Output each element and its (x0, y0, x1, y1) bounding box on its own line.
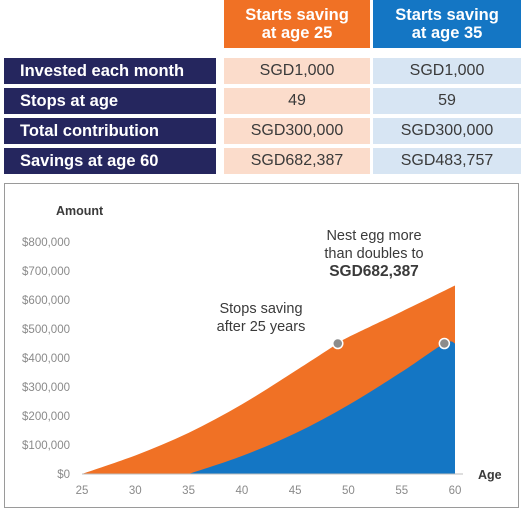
y-tick-label: $600,000 (22, 295, 70, 307)
annotation-stops-saving-line: Stops saving (219, 301, 302, 317)
column-header-age-35: Starts saving at age 35 (373, 0, 521, 48)
cell-invested-age-35: SGD1,000 (373, 58, 521, 84)
y-tick-label: $700,000 (22, 266, 70, 278)
y-tick-label: $500,000 (22, 324, 70, 336)
annotation-nest-egg-value: SGD682,387 (329, 263, 419, 280)
x-tick-label: 55 (395, 485, 408, 497)
row-label-stops-at-age: Stops at age (4, 88, 216, 114)
x-tick-label: 35 (182, 485, 195, 497)
y-tick-label: $100,000 (22, 440, 70, 452)
cell-contribution-age-35: SGD300,000 (373, 118, 521, 144)
cell-stops-age-25: 49 (224, 88, 370, 114)
x-tick-label: 30 (129, 485, 142, 497)
cell-contribution-age-25: SGD300,000 (224, 118, 370, 144)
y-axis-title: Amount (56, 204, 104, 218)
y-tick-label: $0 (57, 469, 70, 481)
annotation-nest-egg-line: Nest egg more (326, 228, 421, 244)
x-tick-label: 45 (289, 485, 302, 497)
x-tick-label: 25 (76, 485, 89, 497)
x-tick-label: 50 (342, 485, 355, 497)
x-axis-title: Age (478, 468, 502, 482)
annotation-nest-egg-line: than doubles to (324, 246, 423, 262)
row-label-savings-at-60: Savings at age 60 (4, 148, 216, 174)
row-label-total-contribution: Total contribution (4, 118, 216, 144)
chart-frame (4, 183, 519, 508)
y-tick-label: $300,000 (22, 382, 70, 394)
column-header-age-25: Starts saving at age 25 (224, 0, 370, 48)
area-series-2 (188, 341, 456, 474)
cell-stops-age-35: 59 (373, 88, 521, 114)
marker-point-1 (332, 337, 344, 350)
y-tick-label: $800,000 (22, 237, 70, 249)
row-label-invested: Invested each month (4, 58, 216, 84)
cell-invested-age-25: SGD1,000 (224, 58, 370, 84)
cell-savings-age-35: SGD483,757 (373, 148, 521, 174)
y-tick-label: $200,000 (22, 411, 70, 423)
x-tick-label: 40 (235, 485, 248, 497)
annotation-stops-saving-line: after 25 years (217, 319, 306, 335)
marker-point-2 (438, 337, 451, 350)
y-tick-label: $400,000 (22, 353, 70, 365)
cell-savings-age-25: SGD682,387 (224, 148, 370, 174)
x-tick-label: 60 (449, 485, 462, 497)
